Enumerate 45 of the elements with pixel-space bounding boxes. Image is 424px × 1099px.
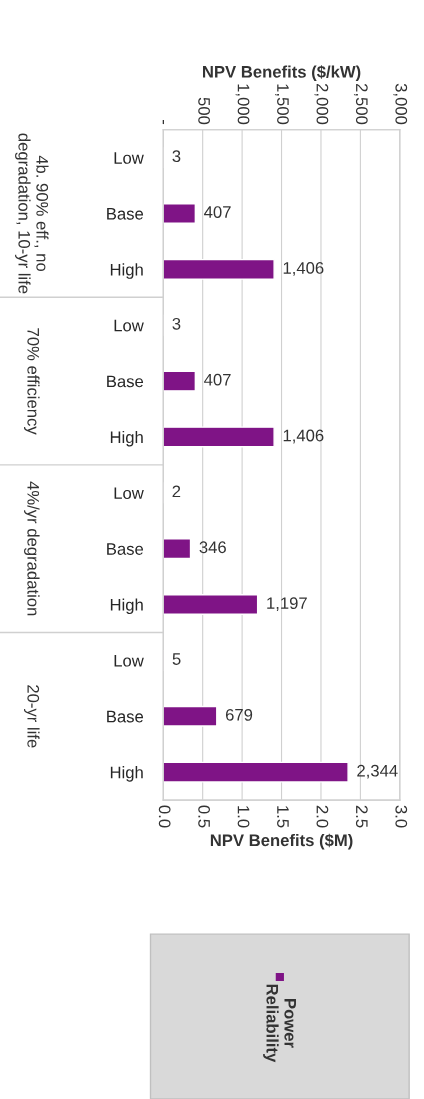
x2-tick-label: 1,000 [235, 84, 250, 125]
x-tick-label: 3.0 [395, 805, 408, 828]
x-axis-title: NPV Benefits ($M) [210, 833, 353, 850]
data-label: 5 [172, 653, 181, 665]
y-tick-label: Low [114, 319, 144, 332]
x-tick-label: 2.5 [355, 805, 368, 828]
data-label: 3 [172, 317, 181, 330]
x2-tick-label: 500 [198, 97, 210, 125]
y-tick-label: High [110, 430, 143, 447]
y-tick-label: Base [107, 543, 144, 555]
data-label: 346 [199, 541, 226, 554]
y-tick-label: Base [107, 710, 144, 723]
y-tick-label: High [110, 263, 143, 279]
legend-label: Power Reliability [263, 984, 296, 1063]
y-tick-label: Base [107, 375, 144, 388]
data-label: 407 [204, 206, 231, 218]
x2-tick-label: 3,000 [393, 83, 408, 125]
y-tick-label: High [110, 766, 143, 782]
x2-tick-label: 2,000 [314, 83, 329, 125]
x-tick-label: 0.5 [198, 805, 210, 828]
text: 20-yr life [24, 685, 40, 748]
data-label: 407 [204, 373, 231, 386]
x2-axis-title: NPV Benefits ($/kW) [203, 65, 361, 82]
x-tick-label: 1.5 [277, 806, 289, 828]
data-label: 2,344 [357, 764, 398, 779]
y-tick-label: Low [114, 487, 144, 500]
data-label: 1,406 [283, 429, 324, 444]
y-tick-label: High [110, 598, 143, 615]
text: 4%/yr degradation [24, 481, 40, 616]
data-label: 3 [172, 150, 181, 163]
x2-tick-label: 1,500 [275, 84, 289, 125]
data-label: 1,197 [267, 597, 307, 611]
text: 4b. 90% eff., no degradation, 10-yr life [15, 133, 49, 294]
data-label: 2 [172, 485, 181, 498]
data-label: 679 [225, 708, 253, 721]
y-tick-label: Low [114, 152, 144, 164]
text: 70% efficiency [24, 328, 40, 435]
x-tick-label: 0.0 [158, 805, 171, 828]
x-tick-label: 1.0 [237, 806, 250, 828]
y-tick-label: Base [107, 208, 144, 220]
data-label: 1,406 [283, 262, 324, 276]
x-tick-label: 2.0 [316, 805, 329, 828]
y-tick-label: Low [114, 654, 144, 667]
x2-tick-label: 2,500 [353, 83, 368, 125]
x2-tick-label: - [162, 120, 165, 125]
